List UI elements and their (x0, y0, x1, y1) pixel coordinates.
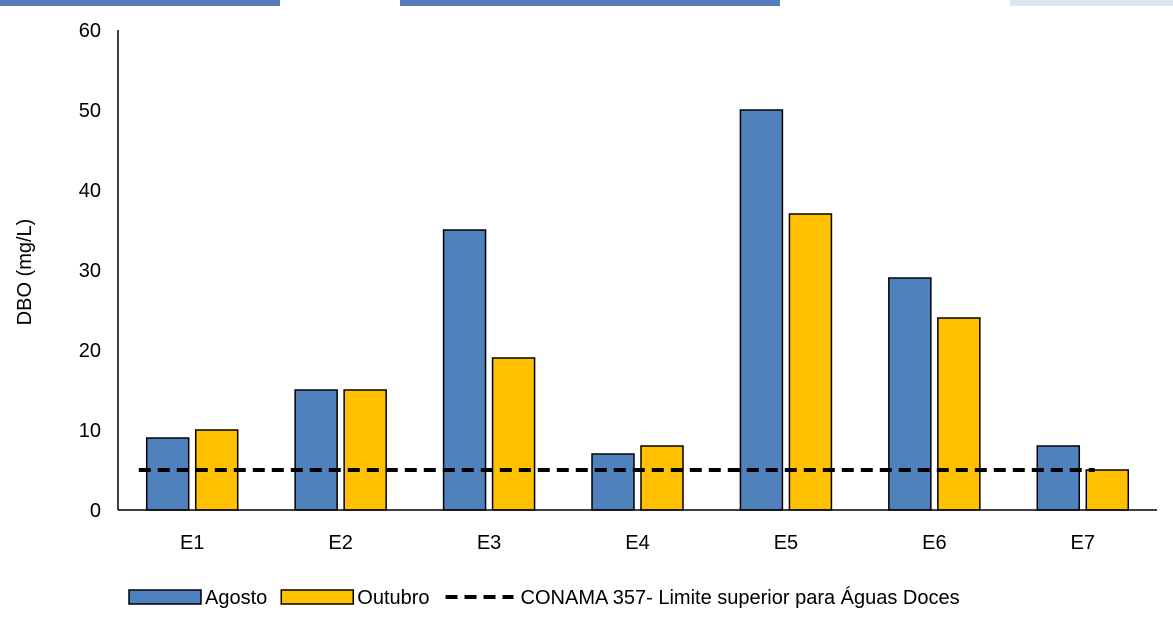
bar-outubro-e2 (343, 389, 387, 511)
x-tick-label: E7 (1071, 532, 1095, 554)
y-tick-label: 40 (79, 180, 101, 202)
y-tick-label: 60 (79, 20, 101, 42)
bar-agosto-e4 (591, 453, 635, 511)
bar-agosto-e1 (145, 437, 190, 511)
legend-label: CONAMA 357- Limite superior para Águas D… (521, 586, 960, 609)
x-axis-ticks: E1 E2 E3 E4 E5 E6 E7 (180, 532, 1095, 554)
x-tick-label: E4 (625, 532, 649, 554)
y-tick-label: 0 (90, 500, 101, 522)
bar-agosto-e2 (294, 389, 338, 511)
bar-agosto-e7 (1036, 445, 1081, 511)
y-tick-label: 30 (79, 260, 101, 282)
bar-agosto-e5 (739, 109, 784, 511)
y-axis-ticks: 0 10 20 30 40 50 60 (79, 20, 101, 522)
cropped-caption-fragment (0, 0, 1000, 6)
legend-swatch-agosto (128, 589, 202, 605)
y-tick-label: 20 (79, 340, 101, 362)
bar-outubro-e6 (937, 317, 981, 511)
bar-outubro-e4 (640, 445, 684, 511)
cropped-box-fragment (1010, 0, 1173, 6)
x-tick-label: E6 (922, 532, 946, 554)
legend-label: Outubro (357, 587, 429, 609)
x-tick-label: E2 (328, 532, 352, 554)
x-tick-label: E5 (774, 532, 798, 554)
legend-swatch-outubro (280, 589, 355, 605)
bar-agosto-e6 (888, 277, 932, 511)
x-tick-label: E3 (477, 532, 501, 554)
bar-outubro-e5 (788, 213, 833, 511)
axes (117, 30, 1157, 511)
legend-label: Agosto (205, 587, 267, 609)
y-axis-title: DBO (mg/L) (14, 219, 36, 326)
y-tick-label: 10 (79, 420, 101, 442)
y-tick-label: 50 (79, 100, 101, 122)
bar-outubro-e3 (491, 357, 536, 511)
bar-groups (145, 109, 1130, 511)
legend: Agosto Outubro CONAMA 357- Limite superior… (128, 586, 960, 609)
x-tick-label: E1 (180, 532, 204, 554)
bar-outubro-e7 (1085, 469, 1130, 511)
cropped-caption-strip (0, 0, 1173, 6)
bar-agosto-e3 (442, 229, 487, 511)
